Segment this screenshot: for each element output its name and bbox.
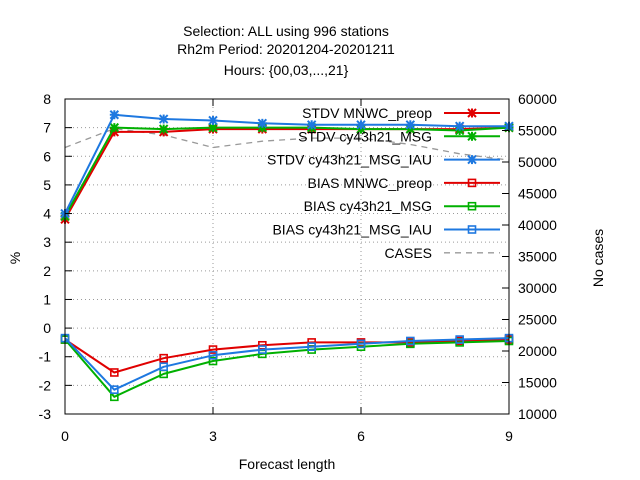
legend-label: BIAS MNWC_preop — [308, 175, 433, 191]
data-point — [454, 121, 465, 131]
data-point — [405, 120, 416, 130]
title-line-3: Hours: {00,03,...,21} — [224, 62, 349, 78]
data-point — [110, 368, 119, 377]
y2-tick-label: 30000 — [518, 280, 557, 296]
data-point — [455, 335, 464, 344]
chart-title: Selection: ALL using 996 stations Rh2m P… — [177, 23, 395, 78]
legend-marker — [467, 154, 477, 165]
x-tick-label: 9 — [505, 428, 513, 444]
series-line — [64, 338, 510, 398]
legend-label: BIAS cy43h21_MSG_IAU — [272, 222, 432, 238]
y2-tick-label: 55000 — [518, 123, 557, 139]
y-tick-label: 0 — [43, 320, 51, 336]
y-axis-label: % — [7, 252, 23, 264]
legend-label: CASES — [385, 245, 432, 261]
y-tick-label: 1 — [43, 291, 51, 307]
y2-tick-label: 60000 — [518, 91, 557, 107]
y2-tick-label: 50000 — [518, 154, 557, 170]
legend-marker — [467, 108, 477, 118]
series-5 — [60, 333, 514, 394]
y-tick-label: -2 — [39, 377, 52, 393]
x-axis-label: Forecast length — [239, 456, 336, 472]
y2-axis-label: No cases — [590, 229, 606, 287]
x-tick-label: 0 — [61, 428, 69, 444]
title-line-2: Rh2m Period: 20201204-20201211 — [177, 41, 395, 57]
series-line — [64, 338, 510, 374]
data-point — [159, 362, 168, 372]
y2-tick-label: 45000 — [518, 186, 557, 202]
data-point — [208, 115, 218, 126]
x-tick-label: 6 — [357, 428, 365, 444]
legend-label: STDV cy43h21_MSG — [298, 128, 432, 144]
series-layer — [60, 110, 514, 402]
legend-marker — [467, 201, 477, 211]
legend-marker — [467, 178, 477, 188]
y2-tick-label: 40000 — [518, 217, 557, 233]
data-point — [257, 118, 268, 129]
series-line — [64, 337, 510, 391]
y2-tick-label: 20000 — [518, 343, 557, 359]
y2-tick-label: 25000 — [518, 312, 557, 328]
data-point — [159, 353, 168, 363]
y-tick-label: 4 — [43, 206, 51, 222]
data-point — [109, 122, 120, 133]
y-tick-label: 3 — [43, 234, 51, 250]
y-tick-label: 7 — [43, 120, 51, 136]
data-point — [307, 342, 316, 352]
y2-tick-label: 10000 — [518, 406, 557, 422]
y-tick-label: -1 — [39, 349, 52, 365]
series-0 — [60, 122, 514, 224]
y2-tick-label: 15000 — [518, 375, 557, 391]
y-tick-label: 5 — [43, 177, 51, 193]
legend-label: STDV MNWC_preop — [302, 105, 432, 121]
title-line-1: Selection: ALL using 996 stations — [183, 23, 389, 39]
data-point — [208, 350, 218, 360]
legend-label: STDV cy43h21_MSG_IAU — [267, 152, 432, 168]
data-point — [406, 336, 415, 346]
series-line — [64, 126, 510, 217]
data-point — [258, 345, 267, 354]
y-tick-label: 2 — [43, 263, 51, 279]
data-point — [158, 114, 169, 124]
x-tick-label: 3 — [209, 428, 217, 444]
data-point — [109, 110, 120, 120]
data-point — [356, 120, 366, 130]
gridlines — [65, 99, 509, 414]
legend-marker — [467, 131, 477, 142]
axis-ticks: -3 -2 -1 0 1 2 3 4 5 6 7 8 0 3 6 9 10000 15000 20000 25000 3… — [39, 91, 558, 444]
data-point — [306, 120, 317, 130]
legend: STDV MNWC_preop STDV cy43h21_MSG STDV cy43… — [267, 105, 500, 261]
series-line — [64, 113, 509, 214]
series-line — [64, 126, 510, 220]
data-point — [208, 345, 218, 354]
data-point — [356, 339, 366, 349]
y-tick-label: 8 — [43, 91, 51, 107]
y-tick-label: -3 — [39, 406, 52, 422]
y-tick-label: 6 — [43, 148, 51, 164]
data-point — [158, 124, 169, 134]
legend-marker — [467, 225, 477, 234]
y2-tick-label: 35000 — [518, 249, 557, 265]
data-point — [208, 122, 218, 133]
data-point — [208, 356, 218, 366]
data-point — [110, 385, 119, 394]
legend-label: BIAS cy43h21_MSG — [304, 198, 432, 214]
